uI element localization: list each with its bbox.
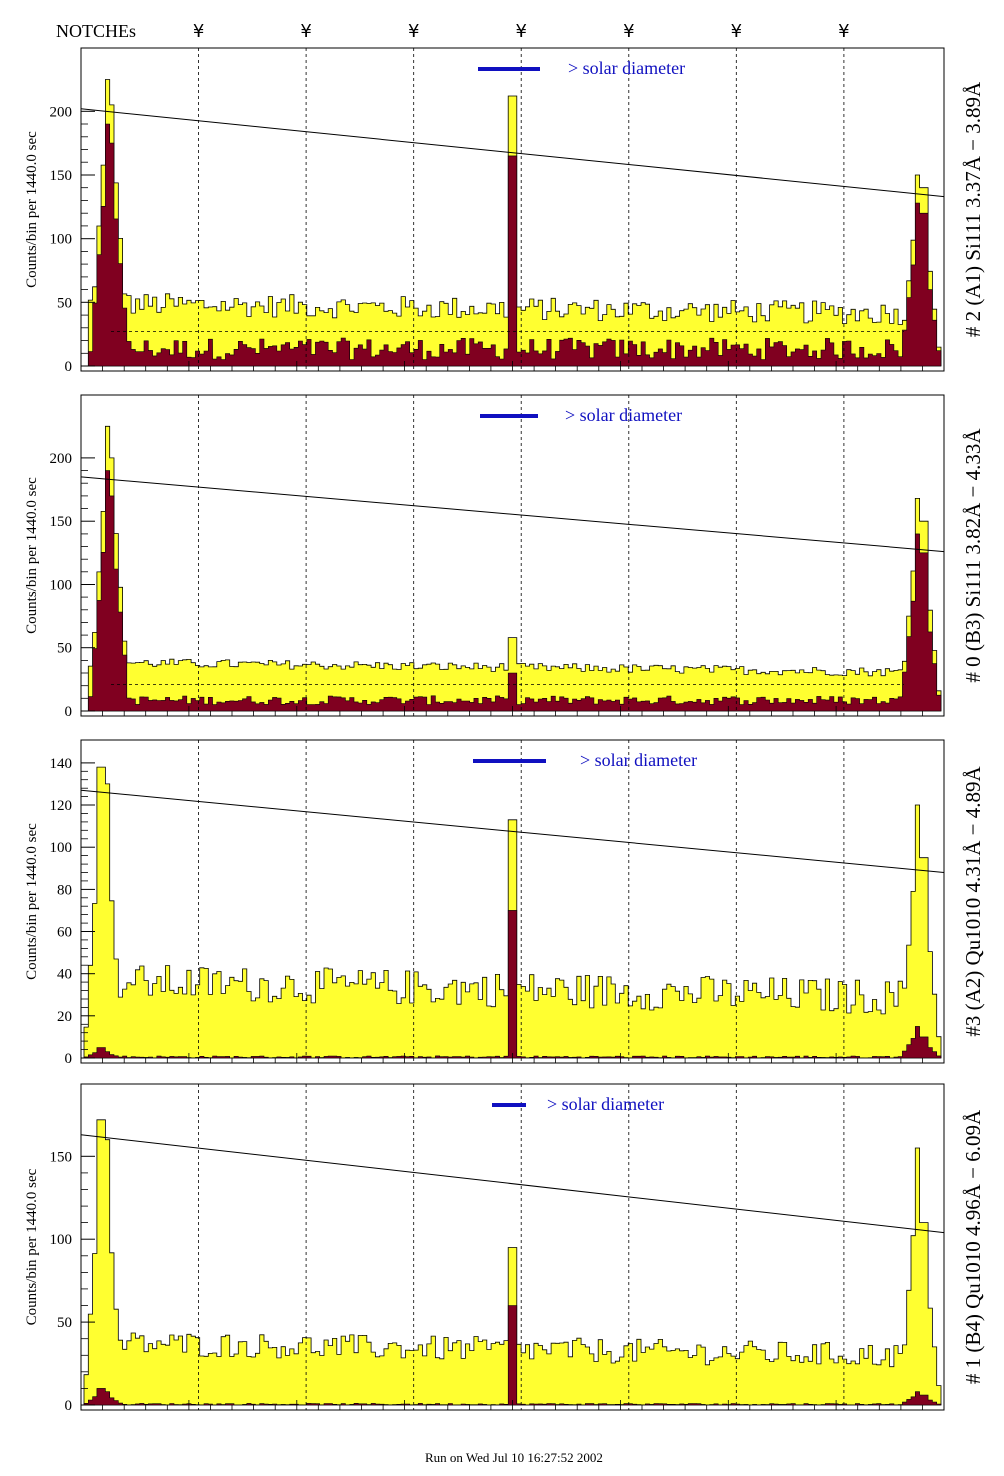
y-tick-label: 100 (50, 232, 73, 248)
footer-run-date: Run on Wed Jul 10 16:27:52 2002 (425, 1450, 603, 1465)
notches-label: NOTCHEs (56, 21, 136, 41)
panel-3: 0 50 100 150 Counts/bin per 1440.0 sec > sola… (24, 1083, 985, 1414)
notch-symbol-4: ¥ (623, 21, 634, 42)
panel-right-label: #3 (A2) Qu1010 4.31Å − 4.89Å (961, 766, 985, 1037)
legend-text: > solar diameter (568, 58, 685, 78)
trend-line (80, 1134, 945, 1234)
panel-0: 0 50 100 150 200 Counts/bin per 1440.0 sec > s… (24, 47, 985, 375)
notch-markers: ¥ ¥ ¥ ¥ ¥ ¥ ¥ (193, 21, 850, 42)
y-axis-label: Counts/bin per 1440.0 sec (24, 477, 40, 634)
y-tick-label: 50 (57, 1315, 72, 1331)
y-tick-label: 20 (57, 1009, 72, 1025)
y-tick-label: 0 (65, 359, 73, 375)
panel-right-label: # 0 (B3) Si111 3.82Å − 4.33Å (961, 428, 985, 683)
y-tick-label: 120 (50, 798, 73, 814)
y-tick-label: 150 (50, 514, 73, 530)
notch-symbol-1: ¥ (300, 21, 311, 42)
y-tick-label: 200 (50, 451, 73, 467)
y-tick-label: 50 (57, 295, 72, 311)
panel-right-label: # 1 (B4) Qu1010 4.96Å − 6.09Å (961, 1109, 985, 1384)
legend-text: > solar diameter (565, 405, 682, 425)
y-axis-label: Counts/bin per 1440.0 sec (24, 1168, 40, 1325)
y-tick-label: 40 (57, 967, 72, 983)
trend-line (80, 789, 945, 873)
y-tick-label: 0 (65, 704, 73, 720)
panel-2: 0 20 40 60 80 100 120 140 Counts/bin per 1440.0 … (24, 739, 985, 1067)
panel-right-label: # 2 (A1) Si111 3.37Å − 3.89Å (961, 81, 985, 337)
y-tick-label: 80 (57, 882, 72, 898)
y-tick-label: 150 (50, 1149, 73, 1165)
legend-text: > solar diameter (580, 750, 697, 770)
y-tick-label: 100 (50, 1232, 73, 1248)
y-tick-label: 50 (57, 641, 72, 657)
y-tick-label: 140 (50, 756, 73, 772)
histogram-flagged (83, 910, 942, 1059)
y-tick-label: 100 (50, 578, 73, 594)
trend-line (80, 476, 945, 553)
trend-line (80, 108, 945, 198)
histogram-total (84, 425, 942, 712)
y-tick-label: 60 (57, 925, 72, 941)
histogram-total (83, 1119, 942, 1406)
notch-symbol-3: ¥ (515, 21, 526, 42)
y-tick-label: 150 (50, 168, 73, 184)
histogram-flagged (84, 123, 942, 367)
legend-text: > solar diameter (547, 1094, 664, 1114)
panel-1: 0 50 100 150 200 Counts/bin per 1440.0 sec > s… (24, 394, 985, 720)
notch-symbol-6: ¥ (838, 21, 849, 42)
y-tick-label: 200 (50, 104, 73, 120)
y-axis-label: Counts/bin per 1440.0 sec (24, 131, 40, 288)
y-tick-label: 100 (50, 840, 73, 856)
y-tick-label: 0 (65, 1398, 73, 1414)
notch-symbol-2: ¥ (408, 21, 419, 42)
notch-symbol-0: ¥ (193, 21, 204, 42)
notch-symbol-5: ¥ (731, 21, 742, 42)
histogram-flagged (84, 470, 942, 712)
y-axis-label: Counts/bin per 1440.0 sec (24, 823, 40, 980)
y-tick-label: 0 (65, 1051, 73, 1067)
